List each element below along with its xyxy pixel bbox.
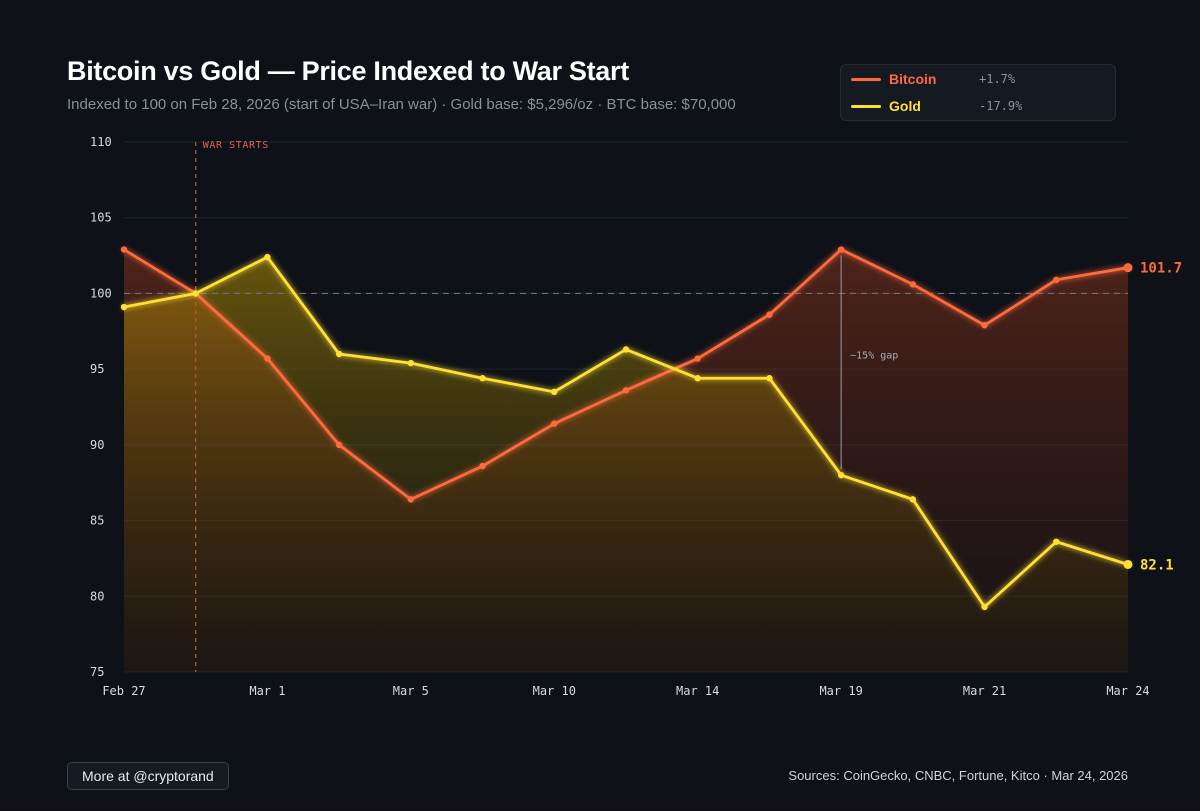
y-tick-label: 110: [90, 135, 112, 149]
legend-change-bitcoin: +1.7%: [979, 72, 1016, 86]
data-point-gold: [766, 375, 773, 382]
legend-name-gold: Gold: [889, 98, 921, 114]
y-tick-label: 105: [90, 211, 112, 225]
data-point-bitcoin: [837, 246, 845, 253]
data-point-bitcoin: [479, 462, 486, 470]
legend-name-bitcoin: Bitcoin: [889, 71, 937, 87]
area-gold: [124, 257, 1128, 672]
legend: Bitcoin +1.7% Gold -17.9%: [840, 64, 1116, 121]
y-tick-label: 75: [90, 665, 104, 679]
y-tick-label: 100: [90, 286, 112, 300]
x-tick-label: Mar 14: [676, 684, 719, 698]
data-point-gold: [335, 350, 343, 358]
series-areas: [124, 249, 1128, 672]
data-point-bitcoin: [909, 281, 917, 288]
end-value-label-gold: 82.1: [1140, 557, 1174, 573]
data-point-gold: [551, 388, 558, 396]
y-tick-label: 85: [90, 514, 104, 528]
legend-change-gold: -17.9%: [979, 99, 1023, 113]
legend-item-bitcoin: Bitcoin +1.7%: [841, 70, 1115, 90]
data-point-bitcoin: [264, 355, 271, 362]
reference-lines: WAR STARTS ~15% gap: [124, 140, 1128, 672]
legend-swatch-gold: [851, 105, 881, 108]
chart-subtitle: Indexed to 100 on Feb 28, 2026 (start of…: [67, 96, 736, 113]
axis-labels: 75 80 85 90 95 100 105 110 Feb 27 Mar 1 Mar 5 Mar 1…: [90, 135, 1150, 698]
x-tick-label: Mar 24: [1106, 684, 1149, 698]
data-point-bitcoin: [551, 420, 558, 427]
x-tick-label: Mar 1: [249, 684, 285, 698]
data-point-bitcoin: [120, 246, 128, 253]
sources-text: Sources: CoinGecko, CNBC, Fortune, Kitco…: [788, 768, 1128, 783]
data-point-gold: [264, 253, 271, 261]
y-tick-label: 95: [90, 362, 104, 376]
more-link-button[interactable]: More at @cryptorand: [67, 762, 229, 790]
x-tick-label: Mar 21: [963, 684, 1006, 698]
data-point-gold: [837, 471, 845, 479]
legend-item-gold: Gold -17.9%: [841, 97, 1115, 117]
war-start-label: WAR STARTS: [203, 140, 269, 151]
data-point-bitcoin: [694, 355, 701, 362]
data-point-bitcoin: [1123, 263, 1133, 273]
data-point-bitcoin: [766, 311, 773, 318]
y-tick-label: 80: [90, 589, 104, 603]
data-point-gold: [1123, 559, 1133, 569]
gap-label: ~15% gap: [850, 350, 898, 361]
data-point-gold: [407, 359, 415, 367]
legend-swatch-bitcoin: [851, 78, 881, 81]
data-point-bitcoin: [981, 322, 988, 329]
chart-title: Bitcoin vs Gold — Price Indexed to War S…: [67, 56, 629, 86]
data-point-gold: [622, 346, 630, 353]
data-point-bitcoin: [335, 441, 343, 449]
data-point-gold: [981, 603, 988, 611]
data-point-gold: [1053, 538, 1060, 545]
end-value-label-bitcoin: 101.7: [1140, 261, 1182, 277]
data-point-bitcoin: [622, 387, 630, 394]
x-tick-label: Feb 27: [102, 684, 145, 698]
data-point-gold: [192, 290, 199, 297]
data-point-gold: [694, 375, 701, 382]
y-tick-label: 90: [90, 438, 104, 452]
x-tick-label: Mar 5: [393, 684, 429, 698]
series-lines: 101.7 82.1: [120, 246, 1182, 611]
data-point-gold: [120, 303, 128, 311]
data-point-bitcoin: [407, 496, 415, 503]
data-point-bitcoin: [1053, 276, 1060, 283]
data-point-gold: [909, 496, 917, 503]
x-tick-label: Mar 10: [533, 684, 576, 698]
x-tick-label: Mar 19: [819, 684, 862, 698]
data-point-gold: [479, 375, 486, 382]
